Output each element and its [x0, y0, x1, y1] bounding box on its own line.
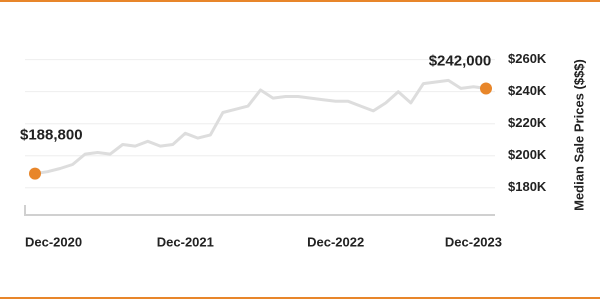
y-tick-label: $220K [508, 115, 547, 130]
y-tick-label: $180K [508, 179, 547, 194]
x-tick-label: Dec-2020 [25, 234, 82, 249]
y-tick-label: $200K [508, 147, 547, 162]
y-axis-label: Median Sale Prices ($$$) [571, 59, 586, 211]
y-tick-label: $240K [508, 83, 547, 98]
x-tick-label: Dec-2022 [307, 234, 364, 249]
price-line [33, 78, 488, 176]
value-label: $242,000 [429, 52, 492, 69]
x-tick-label: Dec-2021 [157, 234, 214, 249]
y-tick-label: $260K [508, 51, 547, 66]
x-tick-label: Dec-2023 [445, 234, 502, 249]
value-label: $188,800 [20, 127, 83, 144]
end-point-marker [29, 167, 41, 180]
axis-baseline [24, 205, 495, 216]
end-point-marker [480, 82, 492, 95]
